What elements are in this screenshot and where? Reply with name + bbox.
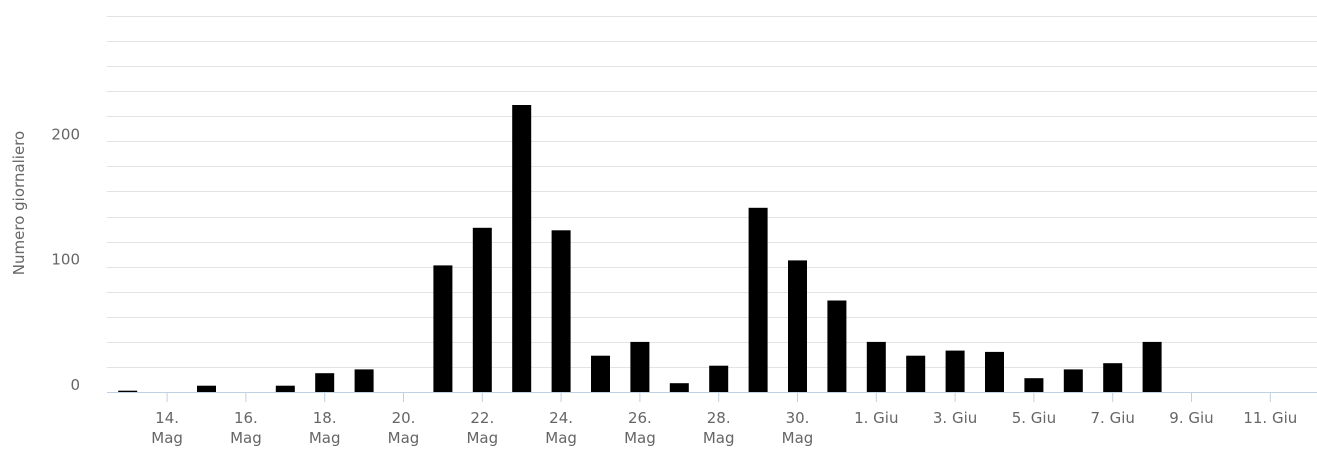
bar-23[interactable] [985,351,1004,392]
bar-12[interactable] [551,230,571,392]
x-tick-label-line2: Mag [782,429,814,447]
x-tick-label-line2: Mag [388,429,420,447]
x-tick-label-line1: 5. Giu [1012,409,1056,427]
bar-16[interactable] [709,365,729,392]
y-axis-ticks: 0 100 200 [51,125,80,394]
x-tick-label: 1. Giu [854,409,898,427]
x-tick-label-line1: 28. [707,409,731,427]
x-tick-label-line2: Mag [466,429,498,447]
x-tick-label: 20. Mag [388,409,420,447]
y-tick-label: 200 [51,125,80,143]
bar-6[interactable] [315,373,335,392]
x-tick-label-line2: Mag [230,429,262,447]
x-tick-label: 22. Mag [466,409,498,447]
x-axis-ticks: 14. Mag 16. Mag 18. Mag 20. Mag 22. Mag 24. Mag 26. M… [151,392,1297,447]
x-tick-label: 18. Mag [309,409,341,447]
x-tick-label: 5. Giu [1012,409,1056,427]
x-tick-label: 16. Mag [230,409,262,447]
x-tick-label: 11. Giu [1243,409,1297,427]
x-tick-label: 30. Mag [782,409,814,447]
bar-18[interactable] [788,260,807,392]
bar-9[interactable] [433,265,453,392]
x-tick-label-line2: Mag [703,429,735,447]
bar-26[interactable] [1103,363,1123,392]
x-tick-label-line1: 14. [155,409,179,427]
x-tick-label: 28. Mag [703,409,735,447]
bar-5[interactable] [275,385,295,392]
x-tick-label-line1: 16. [234,409,258,427]
bar-25[interactable] [1063,369,1083,392]
x-tick-label-line2: Mag [151,429,183,447]
bar-10[interactable] [472,227,492,392]
y-tick-label: 0 [70,376,80,394]
bar-3[interactable] [197,385,216,392]
x-tick-label: 9. Giu [1169,409,1213,427]
x-tick-label-line1: 3. Giu [933,409,977,427]
x-tick-label-line2: Mag [545,429,577,447]
x-tick-label: 24. Mag [545,409,577,447]
bar-11[interactable] [512,105,532,392]
bar-17[interactable] [748,207,768,392]
x-tick-label-line1: 24. [549,409,573,427]
bar-14[interactable] [630,341,650,392]
bar-27[interactable] [1142,341,1162,392]
y-tick-label: 100 [51,251,80,269]
gridlines [107,16,1317,368]
x-tick-label-line1: 20. [392,409,416,427]
bar-13[interactable] [591,355,610,392]
bar-24[interactable] [1024,378,1044,392]
x-tick-label-line1: 22. [470,409,494,427]
x-tick-label-line1: 9. Giu [1169,409,1213,427]
x-tick-label: 26. Mag [624,409,656,447]
bar-1[interactable] [118,390,138,392]
y-axis-title: Numero giornaliero [10,131,28,275]
x-tick-label: 14. Mag [151,409,183,447]
x-tick-label: 7. Giu [1091,409,1135,427]
x-tick-label-line1: 26. [628,409,652,427]
bar-21[interactable] [906,355,926,392]
bar-7[interactable] [354,369,374,392]
bar-22[interactable] [945,350,965,392]
bar-19[interactable] [827,300,847,393]
x-tick-label-line2: Mag [624,429,656,447]
bar-series [118,105,1162,393]
x-tick-label-line1: 7. Giu [1091,409,1135,427]
x-tick-label-line1: 11. Giu [1243,409,1297,427]
x-tick-label-line1: 1. Giu [854,409,898,427]
bar-20[interactable] [866,341,886,392]
bar-15[interactable] [669,383,689,392]
x-tick-label: 3. Giu [933,409,977,427]
x-tick-label-line1: 30. [786,409,810,427]
x-tick-label-line1: 18. [313,409,337,427]
x-tick-label-line2: Mag [309,429,341,447]
